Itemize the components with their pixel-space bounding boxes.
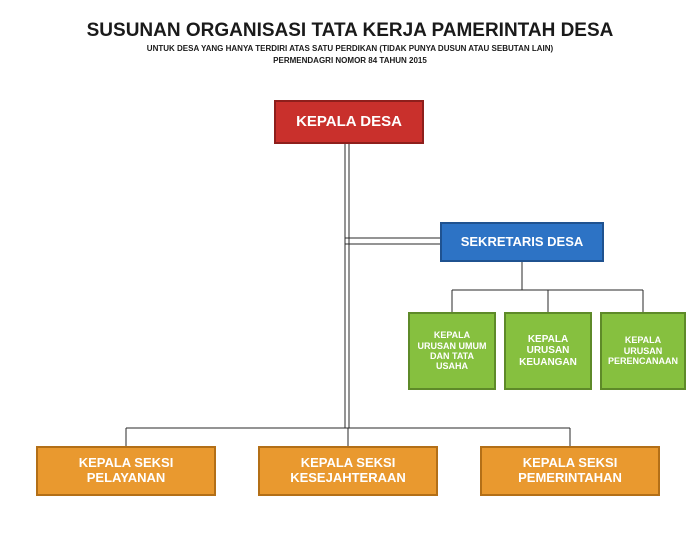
node-urusan-perencanaan: KEPALA URUSAN PERENCANAAN [600,312,686,390]
chart-title: SUSUNAN ORGANISASI TATA KERJA PAMERINTAH… [0,20,700,42]
chart-subtitle-2: PERMENDAGRI NOMOR 84 TAHUN 2015 [0,56,700,65]
node-sekretaris-desa: SEKRETARIS DESA [440,222,604,262]
node-seksi-pelayanan: KEPALA SEKSI PELAYANAN [36,446,216,496]
node-kepala-desa: KEPALA DESA [274,100,424,144]
node-urusan-keuangan: KEPALA URUSAN KEUANGAN [504,312,592,390]
node-seksi-kesejahteraan: KEPALA SEKSI KESEJAHTERAAN [258,446,438,496]
node-seksi-pemerintahan: KEPALA SEKSI PEMERINTAHAN [480,446,660,496]
chart-subtitle-1: UNTUK DESA YANG HANYA TERDIRI ATAS SATU … [0,44,700,53]
node-urusan-umum: KEPALA URUSAN UMUM DAN TATA USAHA [408,312,496,390]
